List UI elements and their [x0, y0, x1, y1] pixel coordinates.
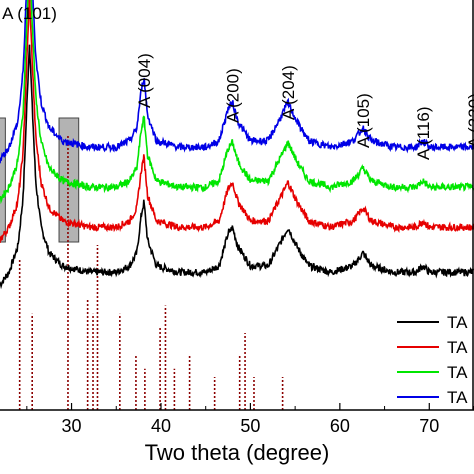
x-tick-label-0: 30: [62, 416, 82, 436]
peak-label-0: A (101): [2, 4, 57, 23]
peak-label-3: A (204): [279, 65, 298, 120]
series-line-2: [0, 0, 474, 205]
x-tick-label-4: 70: [419, 416, 439, 436]
x-axis-label: Two theta (degree): [144, 440, 330, 465]
x-tick-label-2: 50: [240, 416, 260, 436]
series-line-3: [0, 0, 474, 164]
series-line-0: [0, 44, 474, 290]
legend-label-3: TA: [447, 388, 468, 407]
legend-label-1: TA: [447, 338, 468, 357]
peak-label-4: A (105): [354, 93, 373, 148]
legend-label-2: TA: [447, 363, 468, 382]
peak-label-6: A (220): [465, 93, 474, 148]
peak-label-1: A (004): [135, 53, 154, 108]
legend-label-0: TA: [447, 313, 468, 332]
x-tick-label-1: 40: [151, 416, 171, 436]
highlight-box-0: [0, 117, 6, 243]
series-line-1: [0, 0, 474, 243]
peak-label-5: A (116): [414, 106, 433, 160]
x-tick-label-3: 60: [330, 416, 350, 436]
peak-label-2: A (200): [224, 68, 243, 123]
